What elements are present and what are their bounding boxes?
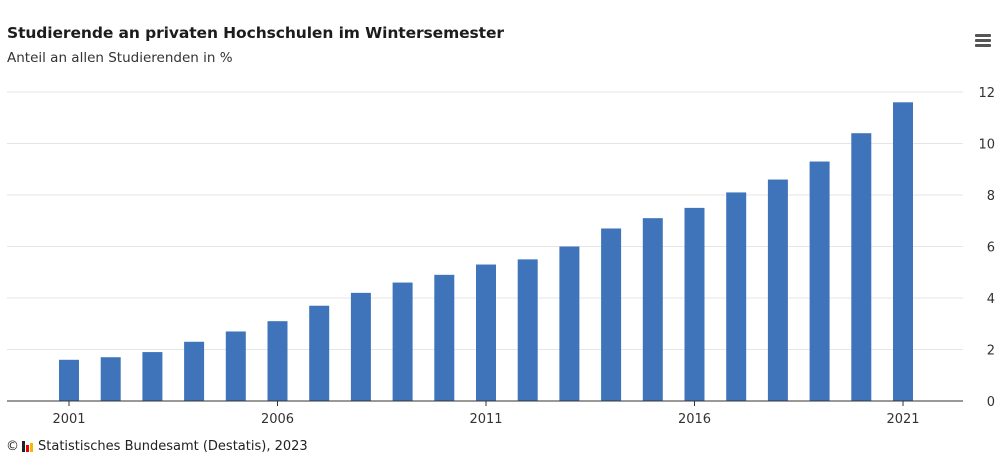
x-tick-label: 2006 — [261, 412, 294, 427]
bar — [142, 352, 163, 401]
bar — [100, 357, 121, 401]
bar — [59, 359, 79, 401]
bar — [893, 102, 913, 402]
bar — [726, 192, 747, 401]
bar — [434, 274, 455, 401]
bar — [476, 264, 496, 401]
bar — [601, 228, 622, 401]
bar — [309, 305, 330, 401]
y-tick-label: 8 — [987, 189, 995, 204]
axes: 0 2 4 6 8 10 12 2001 2006 2011 2016 2021 — [7, 86, 995, 427]
bar — [809, 161, 830, 401]
bar — [225, 331, 246, 401]
bar — [184, 341, 205, 401]
x-tick-label: 2001 — [52, 412, 85, 427]
y-tick-label: 2 — [987, 344, 995, 359]
bar — [267, 321, 288, 401]
x-tick-label: 2016 — [678, 412, 711, 427]
bars — [59, 102, 913, 402]
destatis-logo-icon — [22, 441, 34, 452]
bar — [851, 133, 872, 401]
x-tick-label: 2011 — [469, 412, 502, 427]
bar — [350, 292, 371, 401]
bar — [684, 207, 705, 401]
grid-lines — [7, 91, 963, 350]
x-tick-label: 2021 — [886, 412, 919, 427]
copyright-symbol: © — [6, 439, 19, 454]
chart-title: Studierende an privaten Hochschulen im W… — [7, 24, 504, 42]
chart-subtitle: Anteil an allen Studierenden in % — [7, 50, 233, 66]
y-tick-label: 6 — [987, 241, 995, 256]
bar — [392, 282, 413, 401]
bar-chart: 0 2 4 6 8 10 12 2001 2006 2011 2016 2021 — [7, 86, 995, 427]
bar — [767, 179, 788, 401]
hamburger-menu-icon[interactable] — [972, 32, 994, 50]
source-text: Statistisches Bundesamt (Destatis), 2023 — [38, 439, 308, 454]
y-tick-label: 10 — [978, 138, 995, 153]
y-tick-label: 4 — [987, 292, 995, 307]
source-footer: © Statistisches Bundesamt (Destatis), 20… — [6, 439, 308, 454]
bar — [642, 218, 663, 401]
y-tick-label: 12 — [978, 86, 995, 101]
y-tick-label: 0 — [987, 395, 995, 410]
bar — [559, 246, 580, 401]
bar — [517, 259, 538, 401]
